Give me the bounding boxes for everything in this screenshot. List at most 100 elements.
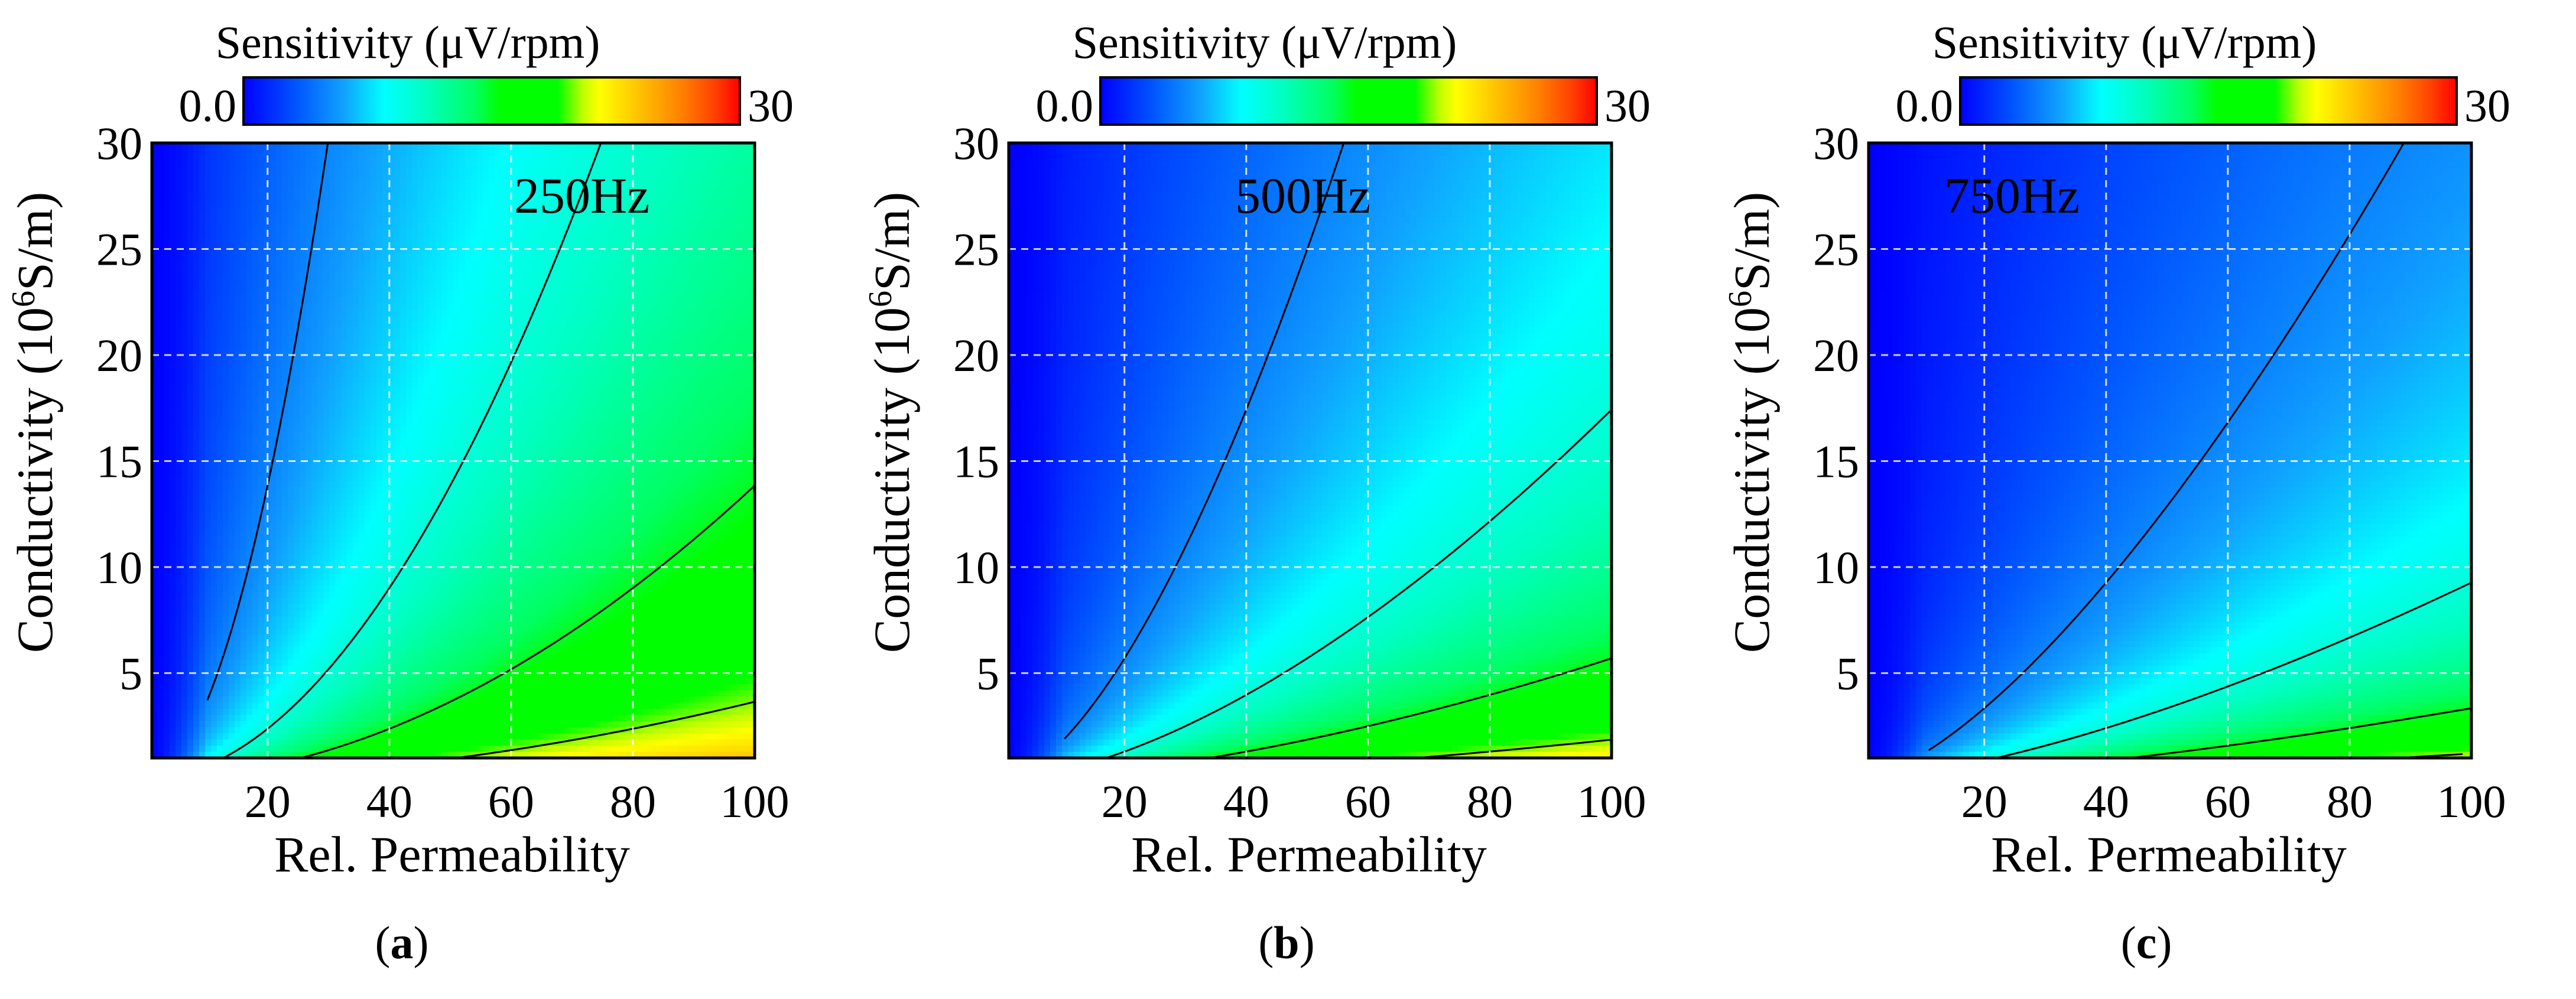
- heat-cell: [678, 377, 684, 383]
- heat-cell: [164, 235, 170, 242]
- heat-cell: [690, 408, 696, 414]
- heat-cell: [619, 346, 625, 353]
- heat-cell: [258, 149, 265, 155]
- heat-cell: [654, 155, 661, 162]
- heat-cell: [713, 408, 720, 414]
- heat-cell: [483, 266, 489, 272]
- heat-cell: [595, 278, 602, 285]
- heat-cell: [317, 235, 324, 242]
- heat-cell: [258, 408, 265, 414]
- heat-cell: [471, 377, 477, 383]
- heat-cell: [235, 253, 241, 260]
- heat-cell: [406, 365, 412, 371]
- heat-cell: [536, 370, 543, 377]
- heat-cell: [690, 174, 696, 180]
- heat-cell: [607, 284, 613, 291]
- heat-cell: [323, 186, 330, 193]
- heat-cell: [412, 383, 418, 389]
- heat-cell: [678, 358, 684, 365]
- heat-cell: [648, 235, 655, 242]
- heat-cell: [311, 161, 318, 168]
- heat-cell: [495, 432, 501, 438]
- heat-cell: [524, 395, 531, 402]
- heat-cell: [660, 303, 667, 310]
- heat-cell: [548, 438, 554, 445]
- heat-cell: [170, 260, 176, 266]
- heat-cell: [311, 309, 318, 315]
- heat-cell: [353, 401, 359, 408]
- heat-cell: [300, 260, 306, 266]
- heat-cell: [701, 192, 708, 199]
- heat-cell: [317, 229, 324, 236]
- heat-cell: [394, 426, 401, 432]
- heat-cell: [217, 395, 223, 402]
- heat-cell: [241, 253, 247, 260]
- heat-cell: [400, 278, 407, 285]
- heat-cell: [672, 242, 678, 248]
- heat-cell: [660, 401, 667, 408]
- heat-cell: [619, 358, 625, 365]
- heat-cell: [235, 284, 241, 291]
- heat-cell: [713, 340, 720, 346]
- heat-cell: [524, 266, 531, 272]
- heat-cell: [406, 321, 412, 328]
- heat-cell: [288, 174, 294, 180]
- heat-cell: [548, 340, 554, 346]
- heat-cell: [193, 438, 200, 445]
- heat-cell: [223, 149, 229, 155]
- heat-cell: [495, 303, 501, 310]
- heat-cell: [217, 174, 223, 180]
- heat-cell: [211, 297, 217, 303]
- heat-cell: [229, 432, 235, 438]
- heat-cell: [424, 211, 430, 217]
- heat-cell: [441, 192, 448, 199]
- heat-cell: [619, 334, 625, 340]
- heat-cell: [707, 253, 714, 260]
- heat-cell: [613, 419, 619, 426]
- heat-cell: [459, 408, 466, 414]
- heat-cell: [388, 149, 395, 155]
- heat-cell: [412, 217, 418, 223]
- heat-cell: [684, 383, 690, 389]
- heat-cell: [666, 358, 673, 365]
- heat-cell: [430, 223, 436, 229]
- heat-cell: [335, 334, 342, 340]
- heat-cell: [660, 217, 667, 223]
- heat-cell: [317, 389, 324, 395]
- heat-cell: [317, 408, 324, 414]
- heat-cell: [394, 438, 401, 445]
- heat-cell: [430, 284, 436, 291]
- heat-cell: [311, 408, 318, 414]
- heat-cell: [660, 419, 667, 426]
- heat-cell: [471, 174, 477, 180]
- heat-cell: [270, 278, 277, 285]
- heat-cell: [536, 155, 543, 162]
- heat-cell: [176, 408, 182, 414]
- heat-cell: [660, 223, 667, 229]
- heat-cell: [424, 327, 430, 334]
- heat-cell: [477, 389, 483, 395]
- heat-cell: [625, 383, 631, 389]
- heat-cell: [176, 272, 182, 279]
- heat-cell: [241, 327, 247, 334]
- heat-cell: [217, 192, 223, 199]
- heat-cell: [288, 438, 294, 445]
- heat-cell: [595, 438, 602, 445]
- heat-cell: [347, 284, 353, 291]
- heat-cell: [589, 432, 596, 438]
- heat-cell: [341, 365, 347, 371]
- heat-cell: [193, 272, 200, 279]
- heat-cell: [400, 186, 407, 193]
- heat-cell: [306, 327, 312, 334]
- heat-cell: [347, 334, 353, 340]
- heat-cell: [725, 174, 732, 180]
- heat-cell: [235, 235, 241, 242]
- heat-cell: [193, 346, 200, 353]
- heat-cell: [690, 426, 696, 432]
- heat-cell: [164, 340, 170, 346]
- heat-cell: [365, 168, 371, 174]
- heat-cell: [300, 217, 306, 223]
- heat-cell: [211, 334, 217, 340]
- heat-cell: [459, 309, 466, 315]
- heat-cell: [164, 365, 170, 371]
